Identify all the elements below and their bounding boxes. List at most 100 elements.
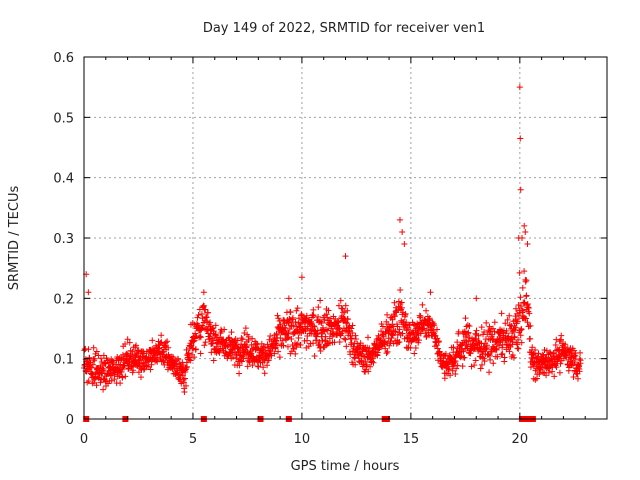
data-point bbox=[117, 380, 124, 387]
data-point bbox=[228, 329, 235, 336]
data-point bbox=[245, 333, 252, 340]
data-point bbox=[323, 311, 330, 318]
data-point bbox=[95, 352, 102, 359]
data-point bbox=[571, 359, 578, 366]
data-point bbox=[423, 307, 430, 314]
data-point bbox=[515, 345, 522, 352]
data-point bbox=[454, 339, 461, 346]
data-point bbox=[419, 301, 426, 308]
data-point bbox=[202, 339, 209, 346]
x-tick-label: 0 bbox=[80, 432, 88, 447]
data-point bbox=[317, 297, 324, 304]
data-point bbox=[483, 342, 490, 349]
data-point bbox=[365, 368, 372, 375]
data-point bbox=[341, 335, 348, 342]
data-point bbox=[271, 350, 278, 357]
data-point bbox=[226, 334, 233, 341]
data-point bbox=[539, 351, 546, 358]
data-point bbox=[410, 321, 417, 328]
data-point bbox=[472, 336, 479, 343]
data-point bbox=[489, 336, 496, 343]
data-point bbox=[97, 355, 104, 362]
data-point bbox=[364, 334, 371, 341]
data-point bbox=[307, 318, 314, 325]
spike-point bbox=[85, 289, 92, 296]
data-point bbox=[342, 336, 349, 343]
data-point bbox=[95, 374, 102, 381]
x-tick-label: 15 bbox=[403, 432, 420, 447]
data-point bbox=[279, 337, 286, 344]
data-point bbox=[434, 326, 441, 333]
data-point bbox=[374, 349, 381, 356]
data-point bbox=[275, 348, 282, 355]
data-point bbox=[176, 360, 183, 367]
data-point bbox=[236, 362, 243, 369]
data-point bbox=[398, 299, 405, 306]
data-point bbox=[315, 304, 322, 311]
data-point bbox=[412, 344, 419, 351]
spike-point bbox=[396, 216, 403, 223]
data-point bbox=[574, 375, 581, 382]
data-point bbox=[191, 354, 198, 361]
data-point bbox=[204, 309, 211, 316]
spike-point bbox=[473, 295, 480, 302]
data-point bbox=[577, 349, 584, 356]
data-point bbox=[261, 370, 268, 377]
data-point bbox=[184, 363, 191, 370]
data-point bbox=[336, 325, 343, 332]
data-point bbox=[292, 350, 299, 357]
data-point bbox=[122, 341, 129, 348]
data-point bbox=[165, 344, 172, 351]
data-point bbox=[503, 327, 510, 334]
data-point bbox=[293, 307, 300, 314]
data-point bbox=[197, 333, 204, 340]
data-point bbox=[133, 342, 140, 349]
data-point bbox=[499, 344, 506, 351]
data-point bbox=[317, 318, 324, 325]
data-point bbox=[504, 316, 511, 323]
data-point bbox=[308, 326, 315, 333]
data-point bbox=[551, 373, 558, 380]
y-axis-tick-labels: 0 0.1 0.2 0.3 0.4 0.5 0.6 bbox=[53, 51, 74, 428]
data-point bbox=[519, 284, 526, 291]
data-point bbox=[310, 306, 317, 313]
data-point bbox=[510, 354, 517, 361]
data-point bbox=[459, 363, 466, 370]
data-point bbox=[122, 373, 129, 380]
data-point bbox=[227, 341, 234, 348]
x-tick-label: 5 bbox=[189, 432, 197, 447]
y-tick-label: 0.1 bbox=[53, 353, 74, 368]
data-point bbox=[159, 357, 166, 364]
data-point bbox=[479, 361, 486, 368]
data-point bbox=[91, 376, 98, 383]
data-point bbox=[498, 351, 505, 358]
data-point bbox=[515, 336, 522, 343]
data-point bbox=[352, 332, 359, 339]
data-point bbox=[210, 357, 217, 364]
data-point bbox=[518, 326, 525, 333]
data-point bbox=[552, 341, 559, 348]
data-point bbox=[475, 332, 482, 339]
y-tick-label: 0 bbox=[66, 413, 74, 428]
data-point bbox=[331, 339, 338, 346]
data-point bbox=[157, 339, 164, 346]
data-point bbox=[209, 340, 216, 347]
data-point bbox=[463, 323, 470, 330]
data-point bbox=[391, 313, 398, 320]
spike-point bbox=[342, 253, 349, 260]
data-point bbox=[555, 347, 562, 354]
data-point bbox=[178, 380, 185, 387]
data-point bbox=[558, 332, 565, 339]
data-point bbox=[265, 357, 272, 364]
data-point bbox=[102, 360, 109, 367]
data-point bbox=[499, 350, 506, 357]
data-point bbox=[514, 318, 521, 325]
data-point bbox=[303, 312, 310, 319]
data-point bbox=[288, 335, 295, 342]
data-point bbox=[476, 345, 483, 352]
spike-point bbox=[515, 235, 522, 241]
data-point bbox=[399, 330, 406, 337]
data-point bbox=[527, 322, 534, 329]
data-point bbox=[501, 354, 508, 361]
data-point bbox=[363, 361, 370, 368]
